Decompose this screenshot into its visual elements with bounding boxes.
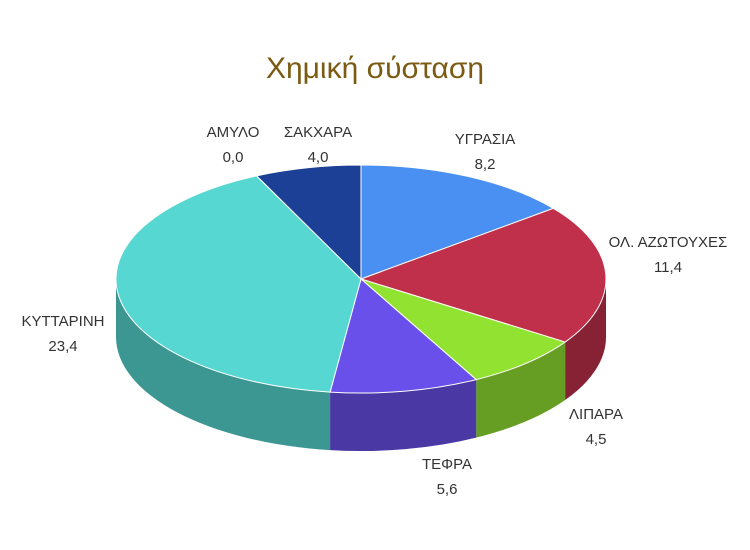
data-label-value: 0,0 [223, 149, 244, 166]
data-label-category: ΛΙΠΑΡΑ [569, 406, 623, 423]
data-label-value: 8,2 [475, 156, 496, 173]
slice [360, 278, 567, 381]
slice-side [476, 342, 566, 438]
data-label-value: 5,6 [437, 481, 458, 498]
data-label-category: ΣΑΚΧΑΡΑ [284, 124, 352, 141]
slice [329, 278, 478, 394]
data-label-value: 23,4 [48, 338, 77, 355]
data-label-value: 4,5 [586, 431, 607, 448]
chart-title: Χημική σύσταση [266, 52, 484, 85]
slice [115, 175, 362, 393]
slice-side [116, 279, 331, 451]
slice [360, 164, 555, 280]
data-label-category: ΤΕΦΡΑ [422, 456, 472, 473]
data-label-category: ΑΜΥΛΟ [207, 124, 260, 141]
data-label-category: ΟΛ. ΑΖΩΤΟΥΧΕΣ [609, 234, 728, 251]
slice-side [565, 279, 606, 401]
data-label-value: 4,0 [308, 149, 329, 166]
slice [359, 207, 607, 343]
data-label-value: 11,4 [654, 259, 682, 276]
data-label-category: ΥΓΡΑΣΙΑ [455, 131, 516, 148]
slice [255, 164, 362, 281]
slice-side [330, 379, 477, 451]
data-label-category: ΚΥΤΤΑΡΙΝΗ [21, 313, 104, 330]
